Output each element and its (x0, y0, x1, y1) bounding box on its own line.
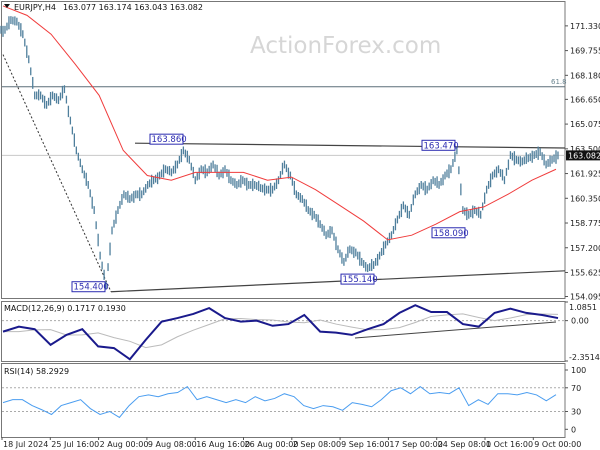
rsi-tick-label: 30 (571, 408, 581, 417)
current-price-tag (566, 150, 600, 161)
price-tick-label: 166.650 (570, 95, 600, 104)
rsi-line (2, 385, 557, 419)
swing-label-box (421, 139, 456, 151)
rsi-tick-label: 70 (571, 384, 581, 393)
rsi-pane-border (1, 363, 566, 438)
dashed-trendline (2, 54, 112, 292)
swing-label-163.860: 163.860 (152, 135, 187, 145)
swing-label-box (340, 273, 375, 285)
time-tick-label: 18 Jul 2024 (3, 440, 48, 449)
current-price-label: 163.082 (568, 151, 600, 160)
time-tick-label: 17 Sep 00:00 (389, 440, 442, 449)
time-tick-label: 26 Aug 00:00 (245, 440, 299, 449)
time-tick-label: 9 Sep 16:00 (341, 440, 389, 449)
fib-level-label: 61.8 (551, 78, 567, 86)
swing-label-box (71, 281, 106, 293)
price-tick-label: 154.095 (570, 293, 600, 302)
swing-label-box (431, 227, 466, 239)
watermark: ActionForex.com (250, 33, 441, 59)
lower-trendline (110, 270, 566, 293)
macd-title: MACD(12,26,9) 0.1717 0.1930 (4, 304, 126, 313)
moving-average-line (2, 5, 557, 241)
price-tick-label: 163.500 (570, 145, 600, 154)
price-tick-label: 160.350 (570, 194, 600, 203)
rsi-title: RSI(14) 58.2929 (4, 367, 69, 376)
time-tick-label: 9 Oct 00:00 (534, 440, 581, 449)
dropdown-triangle-icon[interactable] (4, 4, 10, 8)
time-tick-label: 1 Oct 16:00 (486, 440, 533, 449)
time-tick-label: 2 Aug 00:00 (100, 440, 149, 449)
symbol-label: EURJPY,H4 (14, 3, 56, 12)
time-tick-label: 9 Aug 08:00 (148, 440, 197, 449)
price-tick-label: 161.925 (570, 170, 600, 179)
price-tick-label: 168.180 (570, 71, 600, 80)
price-tick-label: 158.775 (570, 219, 600, 228)
swing-label-box (149, 133, 184, 145)
macd-line (2, 304, 559, 361)
macd-tick-label: -2.3514 (569, 353, 600, 362)
macd-tick-label: 0.00 (571, 317, 589, 326)
rsi-tick-label: 100 (571, 366, 586, 375)
macd-tick-label: 1.0851 (569, 303, 597, 312)
price-pane-border (1, 1, 566, 299)
swing-label-155.140: 155.140 (343, 275, 378, 285)
price-tick-label: 165.075 (570, 120, 600, 129)
time-tick-label: 16 Aug 16:00 (196, 440, 250, 449)
macd-trendline (354, 321, 557, 339)
time-tick-label: 25 Jul 16:00 (51, 440, 99, 449)
price-tick-label: 155.625 (570, 268, 600, 277)
time-tick-label: 24 Sep 08:00 (438, 440, 491, 449)
macd-signal-line (3, 313, 559, 349)
upper-trendline (134, 142, 566, 149)
rsi-tick-label: 0 (571, 425, 576, 434)
swing-label-154.400: 154.400 (74, 283, 109, 293)
macd-pane-border (1, 301, 566, 362)
ohlc-readout: 163.077 163.174 163.043 163.082 (63, 3, 203, 12)
swing-label-163.470: 163.470 (424, 141, 459, 151)
time-tick-label: 2 Sep 08:00 (293, 440, 341, 449)
price-tick-label: 171.330 (570, 22, 600, 31)
price-tick-label: 169.755 (570, 47, 600, 56)
price-tick-label: 157.200 (570, 244, 600, 253)
swing-label-158.090: 158.090 (434, 229, 469, 239)
